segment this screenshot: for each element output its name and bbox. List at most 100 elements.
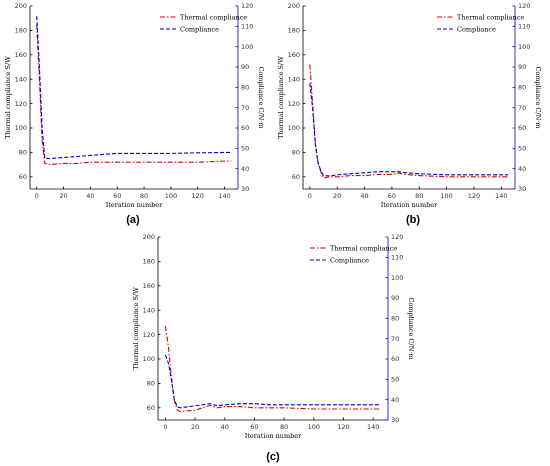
x-tick-label: 80 <box>140 192 148 200</box>
left-tick-label: 160 <box>15 51 27 59</box>
x-tick-label: 40 <box>221 423 229 431</box>
series-line-thermal-compliance <box>36 24 232 166</box>
chart-panel-c: 6080100120140160180200304050607080901001… <box>132 233 415 463</box>
x-tick-label: 20 <box>59 192 67 200</box>
right-tick-label: 40 <box>518 165 526 173</box>
right-tick-label: 60 <box>391 355 399 363</box>
right-tick-label: 40 <box>241 165 249 173</box>
x-tick-label: 0 <box>163 423 167 431</box>
left-tick-label: 160 <box>143 282 155 290</box>
left-tick-label: 180 <box>15 27 27 35</box>
x-tick-label: 120 <box>468 192 480 200</box>
legend-entry: Thermal compliance <box>457 13 524 21</box>
left-axis-label: Thermal compliance S/W <box>4 56 12 139</box>
right-tick-label: 70 <box>241 104 249 112</box>
x-tick-label: 0 <box>308 192 312 200</box>
x-tick-label: 20 <box>333 192 341 200</box>
legend-entry: Compliance <box>457 25 496 33</box>
x-tick-label: 120 <box>337 423 349 431</box>
right-tick-label: 110 <box>391 254 403 262</box>
left-axis-label: Thermal compliance S/W <box>277 56 285 139</box>
right-tick-label: 60 <box>241 124 249 132</box>
right-tick-label: 110 <box>241 23 253 31</box>
right-tick-label: 120 <box>391 233 403 241</box>
legend-entry: Thermal compliance <box>180 13 247 21</box>
right-tick-label: 30 <box>241 185 249 193</box>
right-tick-label: 100 <box>241 43 253 51</box>
right-tick-label: 60 <box>518 124 526 132</box>
right-axis-label: Compliance C/N·m <box>534 66 542 128</box>
left-tick-label: 80 <box>292 149 300 157</box>
left-tick-label: 100 <box>143 355 155 363</box>
right-tick-label: 70 <box>518 104 526 112</box>
left-tick-label: 120 <box>143 331 155 339</box>
series-line-thermal-compliance <box>309 64 509 179</box>
right-tick-label: 80 <box>518 84 526 92</box>
right-axis-label: Compliance C/N·m <box>257 66 265 128</box>
left-tick-label: 80 <box>147 380 155 388</box>
left-tick-label: 180 <box>143 258 155 266</box>
legend-entry: Compliance <box>180 25 219 33</box>
left-tick-label: 140 <box>143 306 155 314</box>
x-tick-label: 40 <box>360 192 368 200</box>
right-tick-label: 40 <box>391 396 399 404</box>
right-tick-label: 30 <box>518 185 526 193</box>
left-tick-label: 200 <box>288 2 300 10</box>
x-tick-label: 100 <box>440 192 452 200</box>
panel-label: (b) <box>406 214 420 226</box>
right-tick-label: 90 <box>241 63 249 71</box>
series-line-compliance <box>36 16 232 160</box>
x-tick-label: 140 <box>218 192 230 200</box>
left-tick-label: 100 <box>288 124 300 132</box>
right-tick-label: 80 <box>241 84 249 92</box>
x-tick-label: 100 <box>308 423 320 431</box>
right-tick-label: 50 <box>391 376 399 384</box>
right-tick-label: 80 <box>391 315 399 323</box>
left-tick-label: 60 <box>292 173 300 181</box>
right-tick-label: 110 <box>518 23 530 31</box>
x-tick-label: 120 <box>192 192 204 200</box>
chart-panel-a: 6080100120140160180200304050607080901001… <box>4 2 265 226</box>
right-tick-label: 50 <box>241 145 249 153</box>
right-tick-label: 100 <box>391 274 403 282</box>
x-tick-label: 80 <box>280 423 288 431</box>
left-tick-label: 200 <box>15 2 27 10</box>
x-tick-label: 40 <box>86 192 94 200</box>
left-axis-label: Thermal compliance S/W <box>132 287 140 370</box>
panel-label: (a) <box>126 214 140 226</box>
left-tick-label: 60 <box>147 404 155 412</box>
x-tick-label: 140 <box>495 192 507 200</box>
right-tick-label: 90 <box>391 294 399 302</box>
left-tick-label: 140 <box>288 75 300 83</box>
x-axis-label: Iteration number <box>106 201 163 209</box>
series-line-compliance <box>309 83 509 177</box>
series-line-compliance <box>164 354 381 409</box>
left-tick-label: 140 <box>15 75 27 83</box>
left-tick-label: 120 <box>15 100 27 108</box>
right-tick-label: 120 <box>518 2 530 10</box>
right-tick-label: 30 <box>391 416 399 424</box>
legend-entry: Thermal compliance <box>330 244 397 252</box>
x-tick-label: 20 <box>191 423 199 431</box>
legend-entry: Compliance <box>330 256 369 264</box>
right-tick-label: 120 <box>241 2 253 10</box>
right-tick-label: 90 <box>518 63 526 71</box>
left-tick-label: 160 <box>288 51 300 59</box>
x-tick-label: 80 <box>415 192 423 200</box>
left-tick-label: 60 <box>19 173 27 181</box>
x-tick-label: 100 <box>165 192 177 200</box>
left-tick-label: 200 <box>143 233 155 241</box>
x-axis-label: Iteration number <box>245 432 302 440</box>
panel-label: (c) <box>266 451 280 463</box>
x-tick-label: 60 <box>113 192 121 200</box>
left-tick-label: 120 <box>288 100 300 108</box>
right-tick-label: 70 <box>391 335 399 343</box>
x-tick-label: 60 <box>388 192 396 200</box>
chart-panel-b: 6080100120140160180200304050607080901001… <box>277 2 542 226</box>
series-line-thermal-compliance <box>164 326 381 413</box>
x-tick-label: 0 <box>35 192 39 200</box>
right-tick-label: 100 <box>518 43 530 51</box>
left-tick-label: 100 <box>15 124 27 132</box>
x-tick-label: 140 <box>367 423 379 431</box>
